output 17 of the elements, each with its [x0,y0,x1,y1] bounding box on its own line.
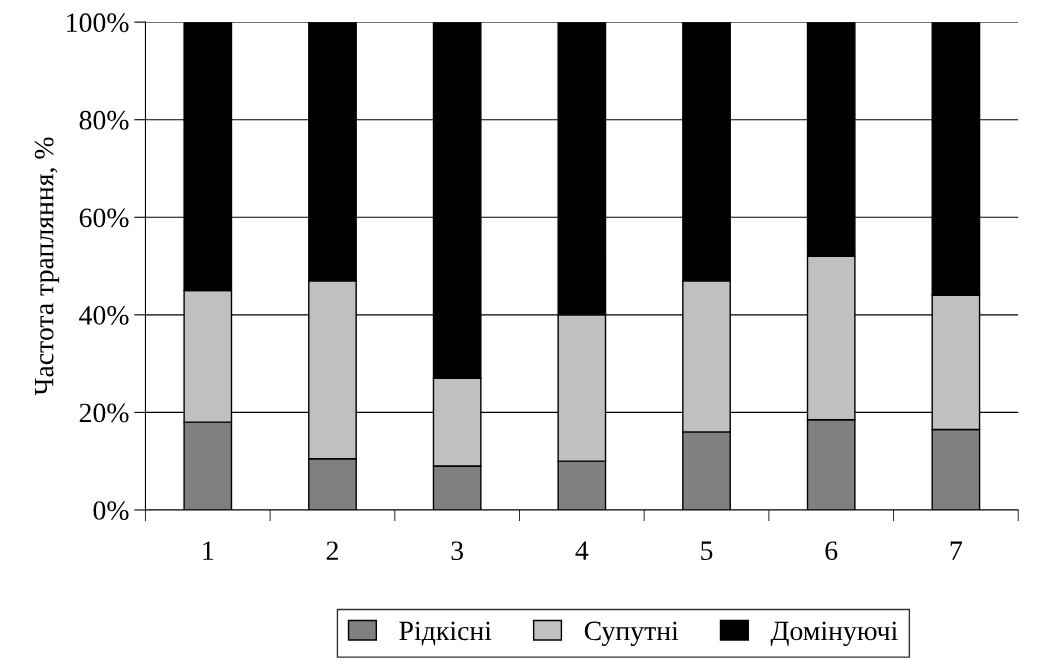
y-tick-label: 40% [79,306,129,325]
y-tick-label: 0% [93,501,129,520]
legend-label: Домінуючі [770,621,898,646]
y-axis-title: Частота трапляння, % [34,137,60,396]
y-tick-label: 80% [79,110,129,130]
y-tick-label: 60% [79,208,129,228]
legend-label: Супутні [584,621,679,646]
x-tick-label: 2 [326,541,338,560]
x-tick-label: 4 [575,541,589,560]
x-tick-label: 5 [701,541,713,561]
legend-label: Рідкісні [399,621,492,646]
y-tick-label: 100% [67,13,129,33]
x-tick-label: 3 [451,541,464,561]
x-tick-label: 1 [203,541,214,560]
x-tick-label: 7 [950,541,963,560]
y-tick-label: 20% [79,403,129,423]
x-tick-label: 6 [825,541,838,561]
